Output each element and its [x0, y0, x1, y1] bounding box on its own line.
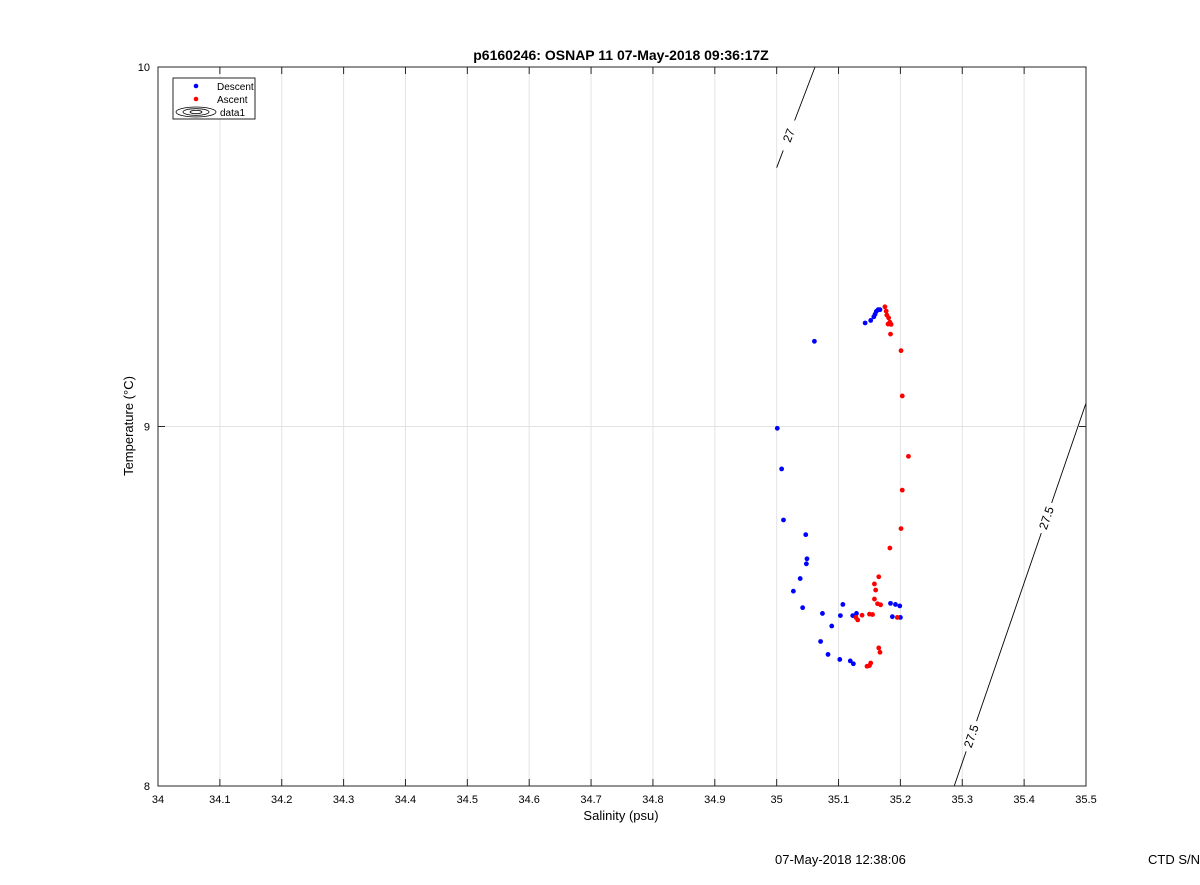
descent-point — [889, 614, 895, 620]
footer-timestamp: 07-May-2018 12:38:06 — [775, 852, 906, 867]
descent-point — [893, 602, 898, 607]
ascent-point — [883, 308, 889, 314]
legend-data1-label: data1 — [220, 108, 245, 119]
x-tick-label: 34.1 — [209, 794, 230, 806]
ascent-point — [882, 304, 888, 310]
ascent-point — [855, 617, 861, 623]
descent-point — [804, 556, 810, 562]
x-tick-label: 34.2 — [271, 794, 292, 806]
ascent-point — [877, 649, 883, 655]
ascent-point — [894, 614, 900, 620]
x-tick-label: 34.6 — [518, 794, 539, 806]
descent-point — [877, 307, 883, 313]
y-axis-label: Temperature (°C) — [121, 376, 136, 476]
x-tick-label: 35.5 — [1075, 794, 1096, 806]
chart-title: p6160246: OSNAP 11 07-May-2018 09:36:17Z — [473, 47, 769, 63]
legend-contour-icon — [175, 106, 217, 118]
legend-box — [172, 77, 256, 120]
descent-point — [781, 517, 786, 523]
y-tick-label: 10 — [138, 62, 150, 74]
x-tick-label: 35 — [771, 794, 783, 806]
x-tick-label: 34.7 — [580, 794, 601, 806]
isopycnal-line — [1051, 402, 1087, 504]
descent-point — [829, 623, 835, 629]
y-axis-ticks: 8 9 10 — [138, 62, 1086, 793]
ascent-point — [899, 393, 905, 399]
isopycnal-line — [976, 532, 1042, 722]
descent-point — [888, 600, 893, 606]
legend-descent-marker — [193, 83, 199, 89]
isopycnal-line — [953, 751, 967, 787]
isopycnal-label: 27 — [780, 126, 798, 144]
x-tick-label: 34.8 — [642, 794, 663, 806]
ascent-point — [899, 487, 905, 493]
descent-point — [862, 320, 868, 326]
ascent-point — [888, 331, 893, 337]
footer-instrument: CTD S/N — [1148, 852, 1200, 867]
ascent-point — [872, 596, 877, 602]
legend-ascent-marker — [193, 96, 199, 102]
descent-point — [868, 318, 874, 323]
descent-point — [850, 661, 856, 667]
descent-point — [837, 657, 843, 662]
ascent-point — [864, 663, 870, 669]
descent-point — [854, 611, 859, 616]
x-tick-label: 35.1 — [828, 794, 849, 806]
x-tick-label: 34.4 — [395, 794, 416, 806]
descent-point — [803, 532, 809, 538]
ascent-point — [873, 587, 879, 593]
ascent-point — [876, 645, 882, 651]
ascent-point — [886, 315, 892, 321]
ascent-point — [898, 348, 904, 354]
legend-ascent-label: Ascent — [217, 95, 248, 106]
descent-point — [797, 576, 803, 581]
x-tick-label: 34.9 — [704, 794, 725, 806]
descent-point — [825, 652, 831, 657]
descent-point — [837, 613, 843, 618]
y-tick-label: 9 — [144, 422, 150, 434]
x-tick-label: 34.5 — [457, 794, 478, 806]
descent-point — [774, 425, 780, 431]
ascent-point — [876, 574, 882, 580]
descent-point — [840, 602, 846, 607]
descent-point — [818, 639, 823, 644]
ascent-point — [872, 581, 877, 587]
isopycnal-line — [794, 66, 816, 121]
x-axis-ticks: 34 34.1 34.2 34.3 34.4 34.5 34.6 34.7 34.8 34.9 35… — [152, 67, 1097, 806]
isopycnal-line — [776, 150, 784, 168]
descent-point — [847, 658, 853, 664]
ascent-point — [906, 453, 911, 459]
x-tick-label: 35.2 — [890, 794, 911, 806]
y-tick-label: 8 — [144, 781, 150, 793]
descent-point — [812, 338, 817, 344]
ascent-point — [888, 322, 894, 327]
x-tick-label: 35.4 — [1013, 794, 1034, 806]
descent-point — [803, 561, 809, 567]
legend-descent-label: Descent — [217, 82, 254, 93]
x-tick-label: 35.3 — [952, 794, 973, 806]
descent-point — [790, 588, 796, 594]
ascent-point — [859, 612, 865, 618]
ascent-point — [887, 545, 893, 551]
data-points — [774, 304, 911, 669]
descent-point — [800, 605, 806, 611]
ascent-point — [870, 612, 875, 617]
x-tick-label: 34 — [152, 794, 164, 806]
x-axis-label: Salinity (psu) — [583, 808, 658, 823]
descent-point — [820, 611, 825, 616]
ascent-point — [878, 602, 884, 608]
x-tick-label: 34.3 — [333, 794, 354, 806]
descent-point — [897, 603, 903, 609]
descent-point — [779, 466, 785, 472]
legend: Descent Ascent data1 — [172, 77, 256, 120]
ascent-point — [898, 526, 904, 531]
